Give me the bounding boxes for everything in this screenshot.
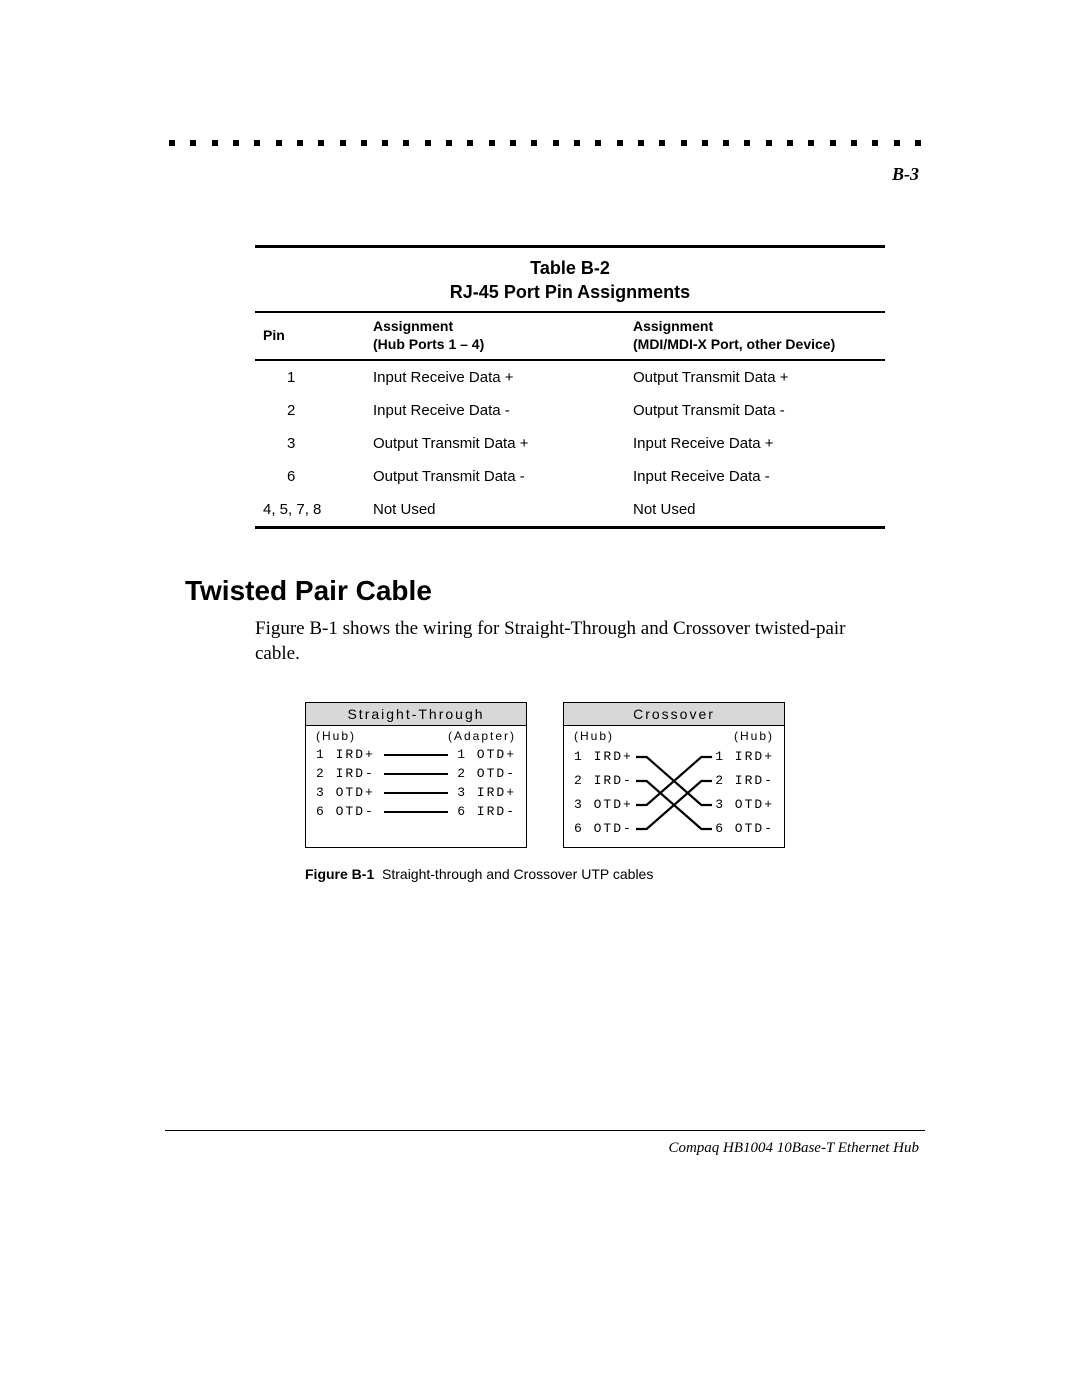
diagram-left-sub: (Hub): [574, 729, 614, 743]
figure-caption: Figure B-1 Straight-through and Crossove…: [305, 866, 925, 882]
table-cell: Output Transmit Data -: [625, 394, 885, 427]
col-header: Assignment: [373, 318, 453, 334]
table-cell: 1: [255, 360, 365, 394]
table-cell: Output Transmit Data +: [365, 427, 625, 460]
table-cell: Input Receive Data +: [625, 427, 885, 460]
wire-row: 6 OTD- 6 IRD-: [306, 802, 526, 821]
wire-label-left: 6 OTD-: [316, 804, 378, 819]
wire-label-left: 1 IRD+: [316, 747, 378, 762]
col-subheader: (MDI/MDI-X Port, other Device): [633, 336, 835, 352]
table-row: 1Input Receive Data +Output Transmit Dat…: [255, 360, 885, 394]
wire-row: 1 IRD+ 1 OTD+: [306, 745, 526, 764]
table-cell: Input Receive Data -: [625, 460, 885, 493]
pin-assignments-table: Table B-2 RJ-45 Port Pin Assignments Pin…: [255, 245, 885, 529]
table-cell: 6: [255, 460, 365, 493]
table-cell: Output Transmit Data +: [625, 360, 885, 394]
wire-label-right: 1 IRD+: [715, 749, 774, 764]
figure-text: Straight-through and Crossover UTP cable…: [382, 866, 653, 882]
col-header: Assignment: [633, 318, 713, 334]
wire-line: [384, 754, 448, 756]
wire-label-left: 1 IRD+: [574, 749, 633, 764]
wire-label-right: 6 IRD-: [454, 804, 516, 819]
table-cell: Input Receive Data -: [365, 394, 625, 427]
table-number: Table B-2: [530, 258, 610, 278]
wire-label-left: 3 OTD+: [574, 797, 633, 812]
wire-label-right: 3 OTD+: [715, 797, 774, 812]
wire-label-right: 1 OTD+: [454, 747, 516, 762]
crossover-diagram: Crossover (Hub) (Hub) 1 IRD+ 2 IRD- 3 OTD+…: [563, 702, 785, 848]
wire-row: 2 IRD- 2 OTD-: [306, 764, 526, 783]
wire-line: [384, 773, 448, 775]
wire-row: 3 OTD+ 3 IRD+: [306, 783, 526, 802]
wire-label-left: 2 IRD-: [574, 773, 633, 788]
wire-label-left: 2 IRD-: [316, 766, 378, 781]
wire-line: [384, 811, 448, 813]
wire-label-left: 6 OTD-: [574, 821, 633, 836]
table-cell: 3: [255, 427, 365, 460]
decorative-dot-row: [165, 140, 925, 146]
diagram-right-sub: (Adapter): [448, 729, 516, 743]
diagram-title: Straight-Through: [306, 703, 526, 726]
wire-label-right: 2 OTD-: [454, 766, 516, 781]
table-row: 3Output Transmit Data +Input Receive Dat…: [255, 427, 885, 460]
table-row: 4, 5, 7, 8Not UsedNot Used: [255, 493, 885, 528]
table-cell: Not Used: [365, 493, 625, 528]
col-header: Pin: [263, 327, 285, 343]
page-number: B-3: [165, 164, 925, 185]
footer-rule: [165, 1130, 925, 1131]
wiring-diagrams: Straight-Through (Hub) (Adapter) 1 IRD+1…: [305, 702, 925, 848]
straight-through-diagram: Straight-Through (Hub) (Adapter) 1 IRD+1…: [305, 702, 527, 848]
figure-number: Figure B-1: [305, 866, 374, 882]
pin-table: Pin Assignment (Hub Ports 1 – 4) Assignm…: [255, 313, 885, 529]
table-row: 2Input Receive Data -Output Transmit Dat…: [255, 394, 885, 427]
crossover-lines: [636, 745, 712, 841]
wire-line: [384, 792, 448, 794]
table-row: 6Output Transmit Data -Input Receive Dat…: [255, 460, 885, 493]
wire-label-right: 6 OTD-: [715, 821, 774, 836]
section-heading: Twisted Pair Cable: [185, 575, 925, 607]
table-cell: Input Receive Data +: [365, 360, 625, 394]
table-title: RJ-45 Port Pin Assignments: [450, 282, 690, 302]
table-cell: Output Transmit Data -: [365, 460, 625, 493]
wire-label-left: 3 OTD+: [316, 785, 378, 800]
diagram-left-sub: (Hub): [316, 729, 356, 743]
section-paragraph: Figure B-1 shows the wiring for Straight…: [255, 617, 885, 666]
wire-label-right: 2 IRD-: [715, 773, 774, 788]
table-cell: 4, 5, 7, 8: [255, 493, 365, 528]
table-cell: Not Used: [625, 493, 885, 528]
wire-label-right: 3 IRD+: [454, 785, 516, 800]
table-cell: 2: [255, 394, 365, 427]
diagram-title: Crossover: [564, 703, 784, 726]
diagram-right-sub: (Hub): [734, 729, 774, 743]
col-subheader: (Hub Ports 1 – 4): [373, 336, 484, 352]
footer-text: Compaq HB1004 10Base-T Ethernet Hub: [165, 1140, 925, 1157]
